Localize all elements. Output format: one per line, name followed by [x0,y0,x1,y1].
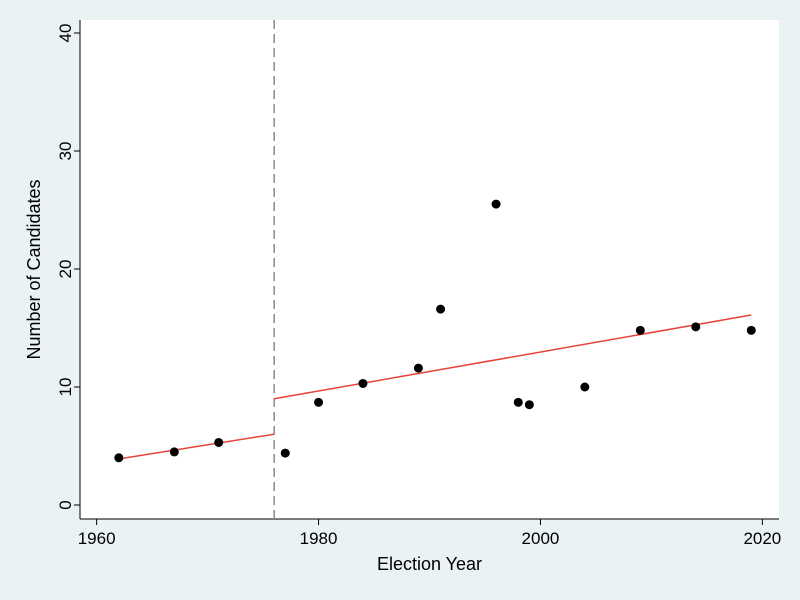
data-point [436,304,446,314]
x-tick-label: 1980 [300,529,338,548]
y-tick-label: 30 [56,142,75,161]
y-tick-label: 20 [56,260,75,279]
data-point [524,400,534,410]
data-point [280,448,290,458]
plot-area [80,20,779,519]
data-point [635,325,645,335]
y-tick-label: 40 [56,24,75,43]
y-tick-label: 10 [56,378,75,397]
axes: 0 10 20 30 40 1960 1980 2000 2020 [56,20,781,548]
x-axis-title: Election Year [377,554,482,574]
data-point [214,437,224,447]
y-tick-label: 0 [56,500,75,509]
fit-line [118,433,275,460]
fit-lines-layer [118,314,752,460]
x-tick-label: 1960 [78,529,116,548]
data-point [358,378,368,388]
data-point [580,382,590,392]
y-axis-title: Number of Candidates [24,179,44,359]
data-point [169,447,179,457]
x-tick-label: 2020 [743,529,781,548]
data-point [513,397,523,407]
x-tick-label: 2000 [522,529,560,548]
points-layer [114,199,756,463]
fit-line [274,314,752,400]
data-point [413,363,423,373]
data-point [314,397,324,407]
data-point [491,199,501,209]
data-point [746,325,756,335]
data-point [114,453,124,463]
data-point [691,322,701,332]
